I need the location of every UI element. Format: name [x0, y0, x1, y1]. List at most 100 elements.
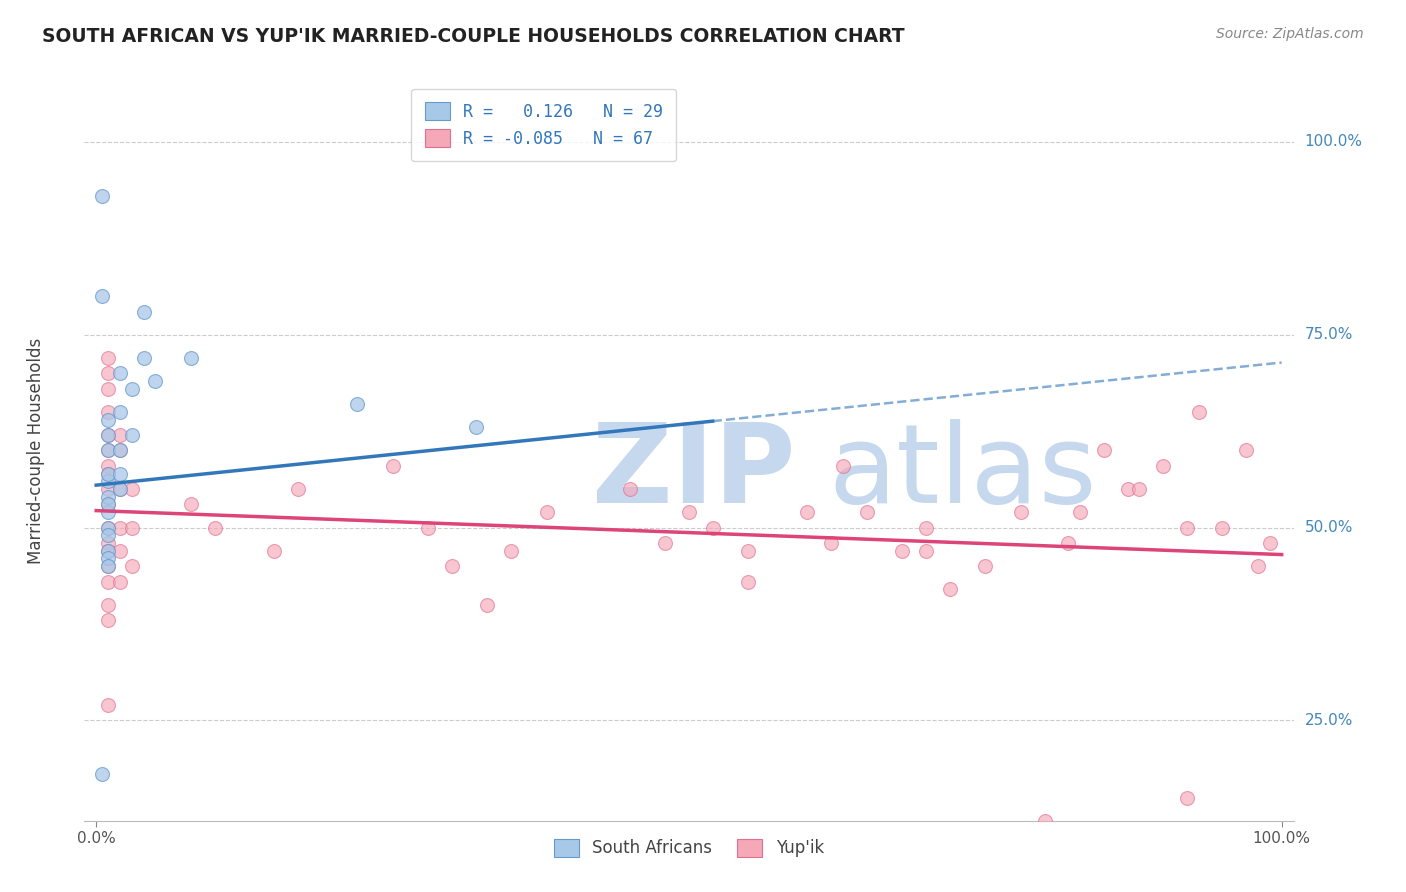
Point [97, 543, 120, 558]
Point [121, 520, 143, 534]
Point [346, 397, 368, 411]
Point [91, 189, 114, 203]
Point [121, 482, 143, 496]
Point [1175, 790, 1198, 805]
Point [180, 498, 202, 512]
Point [418, 520, 440, 534]
Point [1234, 443, 1257, 458]
Point [97, 428, 120, 442]
Point [97, 467, 120, 481]
Point [97, 490, 120, 504]
Point [97, 520, 120, 534]
Point [121, 382, 143, 396]
Point [97, 458, 120, 473]
Point [619, 482, 641, 496]
Point [108, 520, 131, 534]
Point [1069, 505, 1091, 519]
Point [287, 482, 309, 496]
Point [108, 443, 131, 458]
Point [108, 482, 131, 496]
Point [1175, 520, 1198, 534]
Point [678, 505, 700, 519]
Point [1033, 814, 1056, 828]
Point [97, 405, 120, 419]
Point [108, 543, 131, 558]
Point [97, 443, 120, 458]
Point [91, 289, 114, 303]
Point [915, 543, 938, 558]
Point [97, 367, 120, 381]
Point [97, 428, 120, 442]
Point [1258, 536, 1281, 550]
Point [108, 482, 131, 496]
Point [108, 467, 131, 481]
Point [440, 559, 463, 574]
Point [796, 505, 818, 519]
Point [938, 582, 960, 597]
Point [97, 574, 120, 589]
Point [108, 405, 131, 419]
Point [855, 505, 877, 519]
Text: Married-couple Households: Married-couple Households [27, 337, 45, 564]
Point [97, 536, 120, 550]
Point [97, 520, 120, 534]
Point [737, 574, 759, 589]
Point [832, 458, 855, 473]
Point [915, 520, 938, 534]
Point [145, 374, 167, 388]
Point [132, 304, 155, 318]
Point [108, 428, 131, 442]
Point [108, 367, 131, 381]
Point [121, 559, 143, 574]
Text: Source: ZipAtlas.com: Source: ZipAtlas.com [1216, 27, 1364, 41]
Text: ZIP: ZIP [592, 419, 796, 526]
Point [108, 574, 131, 589]
Point [91, 767, 114, 781]
Text: 100.0%: 100.0% [1305, 135, 1362, 150]
Point [97, 382, 120, 396]
Point [1128, 482, 1150, 496]
Point [891, 543, 914, 558]
Point [97, 498, 120, 512]
Point [97, 698, 120, 712]
Text: atlas: atlas [828, 419, 1097, 526]
Point [97, 482, 120, 496]
Point [121, 428, 143, 442]
Point [702, 520, 724, 534]
Legend: South Africans, Yup'ik: South Africans, Yup'ik [547, 832, 831, 864]
Point [97, 498, 120, 512]
Point [132, 351, 155, 365]
Point [477, 598, 499, 612]
Point [97, 505, 120, 519]
Point [97, 467, 120, 481]
Point [501, 543, 523, 558]
Point [204, 520, 226, 534]
Point [1010, 505, 1032, 519]
Point [97, 528, 120, 542]
Text: 50.0%: 50.0% [1305, 520, 1353, 535]
Text: 25.0%: 25.0% [1305, 713, 1353, 728]
Point [1057, 536, 1080, 550]
Point [97, 475, 120, 489]
Point [97, 543, 120, 558]
Point [1211, 520, 1233, 534]
Point [97, 613, 120, 627]
Point [737, 543, 759, 558]
Point [97, 443, 120, 458]
Point [464, 420, 486, 434]
Point [97, 559, 120, 574]
Point [263, 543, 285, 558]
Point [1247, 559, 1270, 574]
Point [1188, 405, 1211, 419]
Point [654, 536, 676, 550]
Point [536, 505, 558, 519]
Point [1092, 443, 1115, 458]
Point [381, 458, 404, 473]
Point [97, 412, 120, 426]
Point [97, 551, 120, 566]
Point [1116, 482, 1139, 496]
Point [1152, 458, 1174, 473]
Point [108, 443, 131, 458]
Point [974, 559, 997, 574]
Point [97, 598, 120, 612]
